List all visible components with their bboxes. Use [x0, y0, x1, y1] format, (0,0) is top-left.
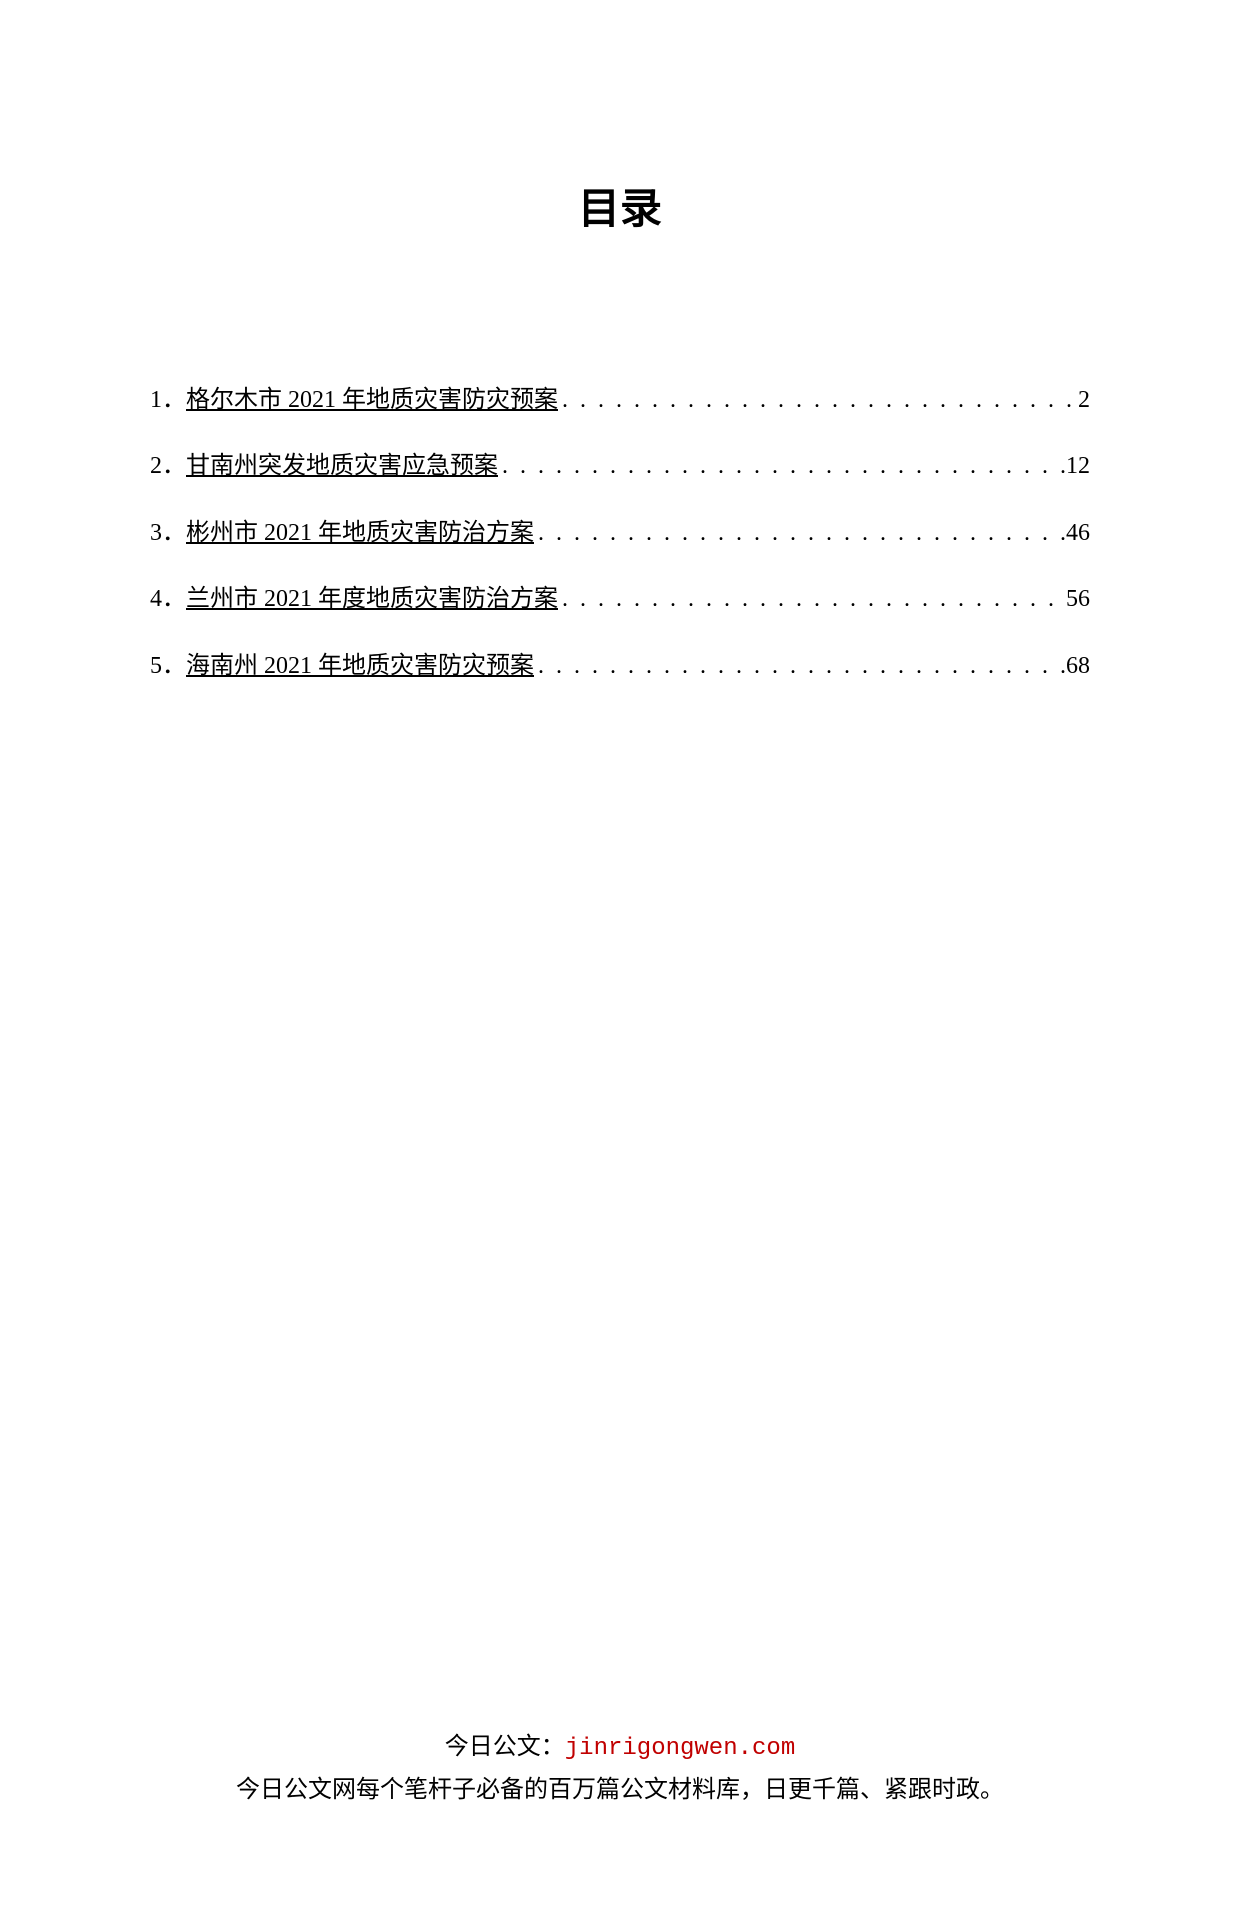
toc-number: 3．: [150, 514, 186, 552]
page-footer: 今日公文：jinrigongwen.com 今日公文网每个笔杆子必备的百万篇公文…: [0, 1728, 1240, 1809]
toc-entry: 4． 兰州市 2021 年度地质灾害防治方案 . . . . . . . . .…: [150, 580, 1090, 618]
footer-url[interactable]: jinrigongwen.com: [565, 1735, 795, 1762]
table-of-contents: 1． 格尔木市 2021 年地质灾害防灾预案 . . . . . . . . .…: [150, 381, 1090, 685]
toc-entry: 5． 海南州 2021 年地质灾害防灾预案 . . . . . . . . . …: [150, 647, 1090, 685]
toc-page-number: 68: [1066, 647, 1090, 685]
toc-link[interactable]: 彬州市 2021 年地质灾害防治方案: [186, 514, 534, 552]
toc-page-number: 46: [1066, 514, 1090, 552]
toc-link[interactable]: 甘南州突发地质灾害应急预案: [186, 447, 498, 485]
toc-leader-dots: . . . . . . . . . . . . . . . . . . . . …: [498, 447, 1066, 485]
toc-link[interactable]: 格尔木市 2021 年地质灾害防灾预案: [186, 381, 558, 419]
footer-site-line: 今日公文：jinrigongwen.com: [0, 1728, 1240, 1768]
footer-tagline: 今日公文网每个笔杆子必备的百万篇公文材料库，日更千篇、紧跟时政。: [0, 1771, 1240, 1809]
page-title: 目录: [0, 175, 1240, 236]
toc-number: 4．: [150, 580, 186, 618]
toc-number: 2．: [150, 447, 186, 485]
toc-leader-dots: . . . . . . . . . . . . . . . . . . . . …: [534, 514, 1066, 552]
toc-leader-dots: . . . . . . . . . . . . . . . . . . . . …: [558, 381, 1078, 419]
toc-page-number: 2: [1078, 381, 1090, 419]
toc-leader-dots: . . . . . . . . . . . . . . . . . . . . …: [534, 647, 1066, 685]
toc-link[interactable]: 海南州 2021 年地质灾害防灾预案: [186, 647, 534, 685]
toc-page-number: 56: [1066, 580, 1090, 618]
toc-number: 5．: [150, 647, 186, 685]
toc-number: 1．: [150, 381, 186, 419]
footer-prefix: 今日公文：: [445, 1734, 565, 1760]
toc-entry: 1． 格尔木市 2021 年地质灾害防灾预案 . . . . . . . . .…: [150, 381, 1090, 419]
toc-entry: 2． 甘南州突发地质灾害应急预案 . . . . . . . . . . . .…: [150, 447, 1090, 485]
toc-link[interactable]: 兰州市 2021 年度地质灾害防治方案: [186, 580, 558, 618]
toc-page-number: 12: [1066, 447, 1090, 485]
toc-leader-dots: . . . . . . . . . . . . . . . . . . . . …: [558, 580, 1066, 618]
toc-entry: 3． 彬州市 2021 年地质灾害防治方案 . . . . . . . . . …: [150, 514, 1090, 552]
